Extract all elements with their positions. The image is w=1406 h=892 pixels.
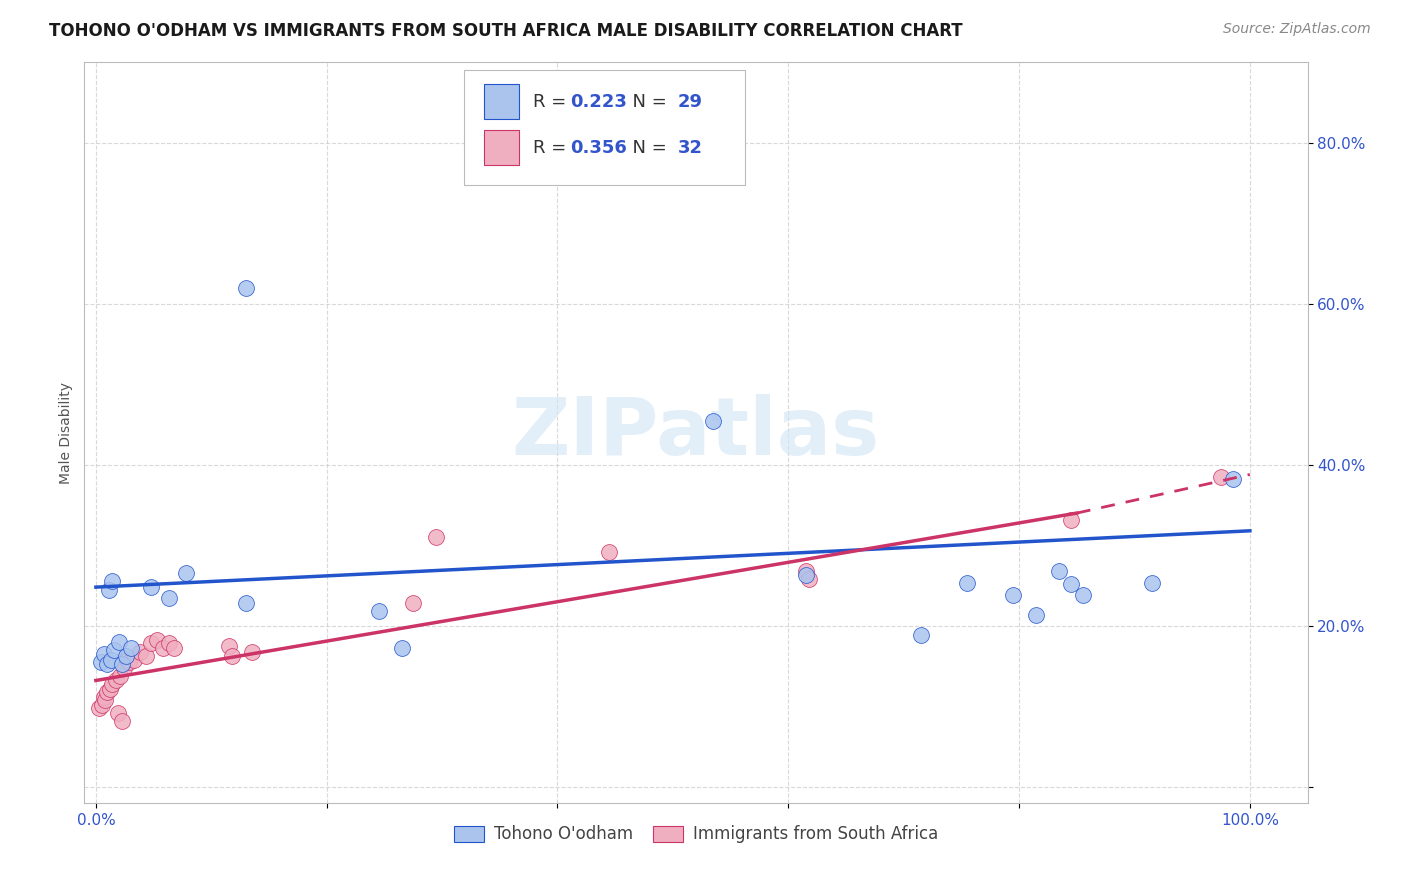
Point [425, 530, 447, 544]
Point [115, 652, 138, 666]
Point [146, 633, 169, 648]
Point [141, 636, 163, 650]
Point [1025, 608, 1047, 623]
Point [135, 649, 157, 664]
Point [163, 641, 186, 656]
Point [218, 639, 240, 653]
Point [115, 649, 138, 664]
Point [100, 652, 122, 666]
Point [794, 564, 817, 578]
Point [90, 698, 112, 712]
Point [101, 676, 124, 690]
Point [111, 714, 134, 728]
Point [93, 690, 115, 704]
Point [1209, 470, 1232, 484]
Point [97, 582, 120, 597]
Point [1060, 577, 1083, 591]
Point [108, 635, 131, 649]
Text: 0.356: 0.356 [569, 138, 627, 157]
Point [402, 596, 425, 610]
Point [235, 596, 257, 610]
Point [1140, 576, 1163, 591]
Point [103, 643, 125, 657]
Point [797, 572, 820, 586]
Point [101, 574, 124, 589]
Text: TOHONO O'ODHAM VS IMMIGRANTS FROM SOUTH AFRICA MALE DISABILITY CORRELATION CHART: TOHONO O'ODHAM VS IMMIGRANTS FROM SOUTH … [49, 22, 963, 40]
FancyBboxPatch shape [484, 130, 519, 165]
Text: N =: N = [621, 93, 673, 111]
Point [910, 628, 932, 642]
Point [1222, 472, 1244, 486]
Point [93, 647, 115, 661]
Point [112, 660, 135, 674]
Text: 29: 29 [678, 93, 703, 111]
Point [1002, 588, 1025, 602]
Point [157, 591, 180, 605]
Point [98, 681, 121, 696]
Text: N =: N = [621, 138, 673, 157]
Point [111, 657, 134, 671]
FancyBboxPatch shape [464, 70, 745, 185]
Text: 0.223: 0.223 [569, 93, 627, 111]
Point [96, 657, 118, 672]
Point [367, 604, 389, 618]
Point [956, 576, 979, 591]
Y-axis label: Male Disability: Male Disability [59, 382, 73, 483]
Point [157, 636, 180, 650]
Point [174, 566, 197, 581]
Point [1049, 564, 1071, 578]
Point [89, 701, 111, 715]
Text: R =: R = [533, 93, 572, 111]
Point [1060, 512, 1083, 526]
Point [1071, 588, 1094, 602]
Point [107, 706, 129, 720]
Point [89, 655, 111, 669]
Point [104, 673, 127, 687]
FancyBboxPatch shape [484, 84, 519, 120]
Point [108, 668, 131, 682]
Point [598, 545, 620, 559]
Point [141, 580, 163, 594]
Point [221, 649, 243, 664]
Point [118, 655, 141, 669]
Point [702, 413, 724, 427]
Text: R =: R = [533, 138, 572, 157]
Point [235, 281, 257, 295]
Point [152, 641, 174, 656]
Point [128, 644, 150, 658]
Point [96, 685, 118, 699]
Point [122, 652, 145, 666]
Text: ZIPatlas: ZIPatlas [512, 393, 880, 472]
Legend: Tohono O'odham, Immigrants from South Africa: Tohono O'odham, Immigrants from South Af… [447, 819, 945, 850]
Point [794, 568, 817, 582]
Text: Source: ZipAtlas.com: Source: ZipAtlas.com [1223, 22, 1371, 37]
Point [94, 693, 117, 707]
Point [240, 644, 263, 658]
Point [391, 641, 413, 656]
Text: 32: 32 [678, 138, 703, 157]
Point [120, 641, 142, 656]
